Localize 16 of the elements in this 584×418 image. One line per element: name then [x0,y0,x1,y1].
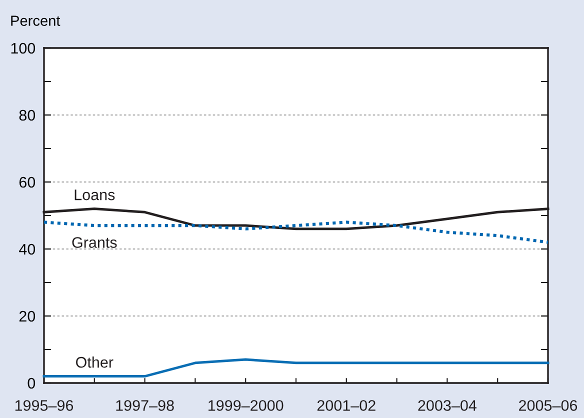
series-label: Other [76,356,114,368]
x-tick-label: 2001–02 [317,400,376,411]
y-tick-label: 60 [19,176,36,188]
series-label: Grants [72,237,117,248]
y-tick-label: 100 [11,42,36,54]
series-label: Loans [74,190,115,200]
y-tick-label: 40 [19,244,36,255]
x-tick-label: 1997–98 [116,400,174,411]
y-tick-label: 80 [19,110,36,121]
x-tick-label: 2003–04 [418,400,476,411]
y-tick-label: 20 [19,310,36,322]
y-axis-title: Percent [11,16,60,26]
x-tick-label: 2005–06 [519,400,578,411]
y-tick-label: 0 [28,378,36,389]
x-tick-label: 1995–96 [15,400,74,411]
x-tick-label: 1999–2000 [208,400,284,411]
